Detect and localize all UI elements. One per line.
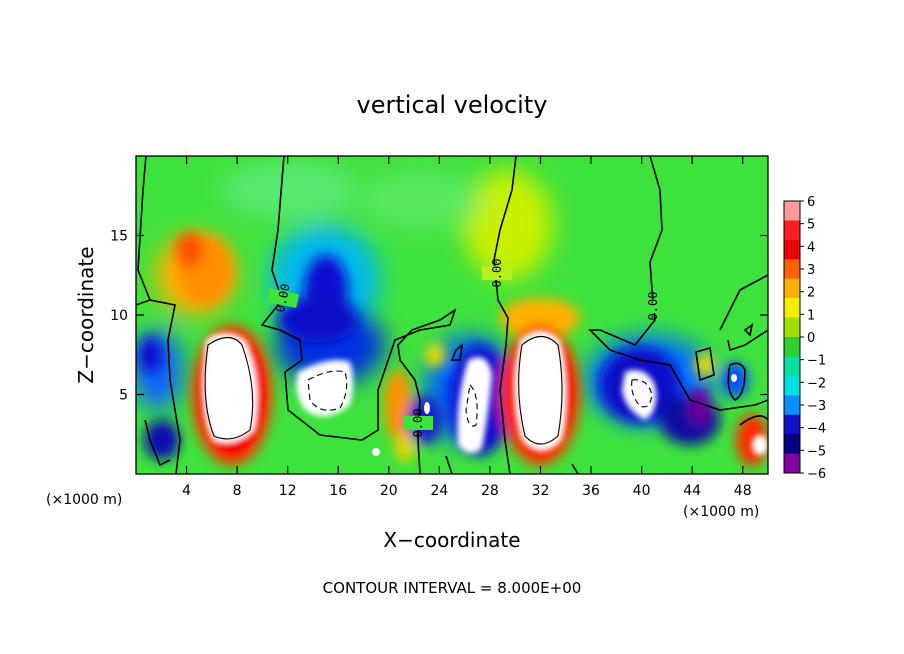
x-unit-right: (×1000 m) (683, 504, 759, 520)
colorbar-tick-label: −2 (807, 376, 826, 391)
colorbar-tick-label: 3 (807, 263, 815, 278)
colorbar-swatch (784, 337, 800, 357)
colorbar-tick-label: 6 (807, 195, 815, 210)
colorbar-swatch (784, 298, 800, 319)
colorbar-swatch (784, 356, 800, 377)
contour-label-1: 0.00 (273, 282, 293, 313)
x-tick-label: 20 (380, 483, 398, 499)
contour-labels: 0.00 0.00 0.00 0.00 (266, 259, 668, 438)
x-tick-label: 32 (532, 483, 550, 499)
y-tick-label: 15 (110, 229, 128, 245)
colorbar-swatch (784, 317, 800, 338)
contour-interval-note: CONTOUR INTERVAL = 8.000E+00 (323, 579, 582, 597)
colorbar-swatch (784, 259, 800, 280)
x-tick-label: 44 (683, 483, 701, 499)
colorbar-tick-label: 2 (807, 286, 815, 301)
x-unit-left: (×1000 m) (46, 492, 122, 508)
colorbar-swatch (784, 278, 800, 299)
y-tick-label: 10 (110, 308, 128, 324)
x-tick-label: 8 (233, 483, 242, 499)
colorbar-tick-label: 1 (807, 308, 815, 323)
x-tick-label: 16 (329, 483, 347, 499)
x-tick-label: 24 (430, 483, 448, 499)
colorbar-swatch (784, 239, 800, 260)
colorbar-tick-label: 4 (807, 240, 815, 255)
y-tick-label: 5 (119, 388, 128, 404)
colorbar-swatch (784, 414, 800, 435)
x-tick-label: 48 (734, 483, 752, 499)
x-tick-label: 28 (481, 483, 499, 499)
colorbar-swatch (784, 395, 800, 416)
x-axis-label: X−coordinate (383, 528, 520, 552)
contour-lines (136, 156, 768, 474)
x-axis: 4 8 12 16 20 24 28 32 36 40 44 48 (182, 156, 752, 499)
x-tick-label: 40 (633, 483, 651, 499)
colorbar-swatch (784, 453, 800, 474)
colorbar-swatch (784, 220, 800, 241)
colorbar-swatch (784, 434, 800, 455)
heatmap-field (136, 156, 768, 474)
colorbar-tick-label: −6 (807, 467, 826, 482)
colorbar-tick-label: 0 (807, 331, 815, 346)
colorbar-tick-label: 5 (807, 218, 815, 233)
x-tick-label: 36 (582, 483, 600, 499)
contour-label-2: 0.00 (490, 259, 504, 288)
contour-label-4: 0.00 (411, 409, 425, 438)
x-tick-label: 4 (182, 483, 191, 499)
x-tick-label: 12 (279, 483, 297, 499)
colorbar-tick-label: −3 (807, 399, 826, 414)
colorbar-tick-label: −5 (807, 444, 826, 459)
chart-title: vertical velocity (357, 91, 548, 119)
colorbar-tick-label: −1 (807, 354, 826, 369)
colorbar-swatch (784, 375, 800, 396)
colorbar-tick-label: −4 (807, 422, 826, 437)
y-axis-label: Z−coordinate (74, 246, 98, 383)
contour-label-3: 0.00 (646, 292, 660, 321)
colorbar: 6 5 4 3 2 1 0 −1 −2 −3 −4 −5 −6 (783, 195, 826, 482)
y-axis: 5 10 15 (110, 229, 768, 404)
colorbar-swatch (784, 201, 800, 221)
